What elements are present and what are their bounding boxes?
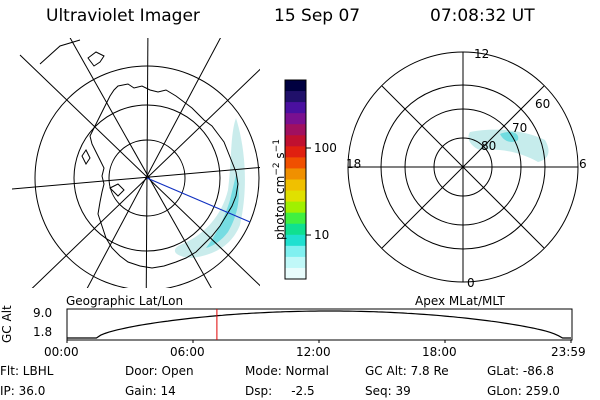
date-label: 15 Sep 07	[274, 6, 361, 26]
colorbar-segment	[285, 80, 306, 92]
xtick-2359: 23:59	[551, 345, 586, 359]
seq-info: Seq: 39	[365, 384, 411, 398]
ytick-bottom: 1.8	[33, 325, 53, 339]
colorbar-segment	[285, 201, 306, 214]
lat-circle-outer	[34, 65, 260, 288]
colorbar-segment	[285, 168, 306, 181]
colorbar-segment	[285, 135, 306, 147]
colorbar-segment	[285, 179, 306, 192]
xtick-0000: 00:00	[44, 345, 79, 359]
colorbar-segment	[285, 212, 306, 225]
ip-info: IP: 36.0	[0, 384, 46, 398]
mlt-label-12: 12	[474, 47, 490, 61]
colorbar-segment	[285, 157, 306, 170]
coastline-antarctica	[89, 83, 239, 269]
dsp-info: Dsp: -2.5	[245, 384, 315, 398]
colorbar	[285, 80, 306, 280]
mlat-label-60: 60	[535, 97, 551, 111]
coastline-south-america	[87, 51, 105, 67]
unit-exp-2: −1	[272, 139, 282, 153]
mode-info: Mode: Normal	[245, 364, 329, 378]
colorbar-segment	[285, 256, 306, 269]
colorbar-segment	[285, 124, 306, 136]
app-title: Ultraviolet Imager	[46, 6, 200, 26]
xtick-1800: 18:00	[422, 345, 457, 359]
colorbar-unit-label: photon cm−2 s−1	[272, 139, 287, 240]
colorbar-tick-10: 10	[314, 228, 330, 242]
colorbar-tick-100: 100	[314, 141, 337, 155]
ytick-top: 9.0	[33, 306, 53, 320]
gain-info: Gain: 14	[125, 384, 176, 398]
glat-info: GLat: -86.8	[487, 364, 554, 378]
colorbar-segment	[285, 102, 306, 114]
colorbar-segment	[285, 146, 306, 158]
xtick-1200: 12:00	[296, 345, 331, 359]
colorbar-segment	[285, 267, 306, 280]
colorbar-segment	[285, 234, 306, 247]
unit-exp-1: −2	[272, 162, 282, 176]
altitude-timeline	[66, 308, 573, 343]
door-info: Door: Open	[125, 364, 194, 378]
geographic-map	[12, 38, 260, 288]
unit-s: s	[273, 152, 287, 159]
colorbar-segment	[285, 245, 306, 258]
glon-info: GLon: 259.0	[487, 384, 560, 398]
time-label: 07:08:32 UT	[430, 6, 535, 26]
right-map-caption: Apex MLat/MLT	[415, 294, 505, 308]
subsolar-track-line	[146, 177, 251, 223]
magnetic-map	[347, 51, 579, 283]
mlt-label-18: 18	[346, 157, 362, 171]
colorbar-segment	[285, 91, 306, 103]
mlt-label-0: 0	[467, 276, 475, 290]
gc-alt-info: GC Alt: 7.8 Re	[365, 364, 449, 378]
mlat-label-70: 70	[512, 121, 528, 135]
colorbar-segment	[285, 223, 306, 236]
filter-info: Flt: LBHL	[0, 364, 54, 378]
xtick-0600: 06:00	[170, 345, 205, 359]
unit-photon-cm: photon cm	[273, 175, 287, 240]
timeline-ylabel: GC Alt	[0, 305, 14, 343]
mlt-label-6: 6	[579, 157, 587, 171]
aurora-emission-right	[468, 129, 549, 162]
colorbar-segment	[285, 190, 306, 203]
left-map-caption: Geographic Lat/Lon	[66, 294, 184, 308]
colorbar-segment	[285, 113, 306, 125]
mlat-label-80: 80	[481, 139, 497, 153]
